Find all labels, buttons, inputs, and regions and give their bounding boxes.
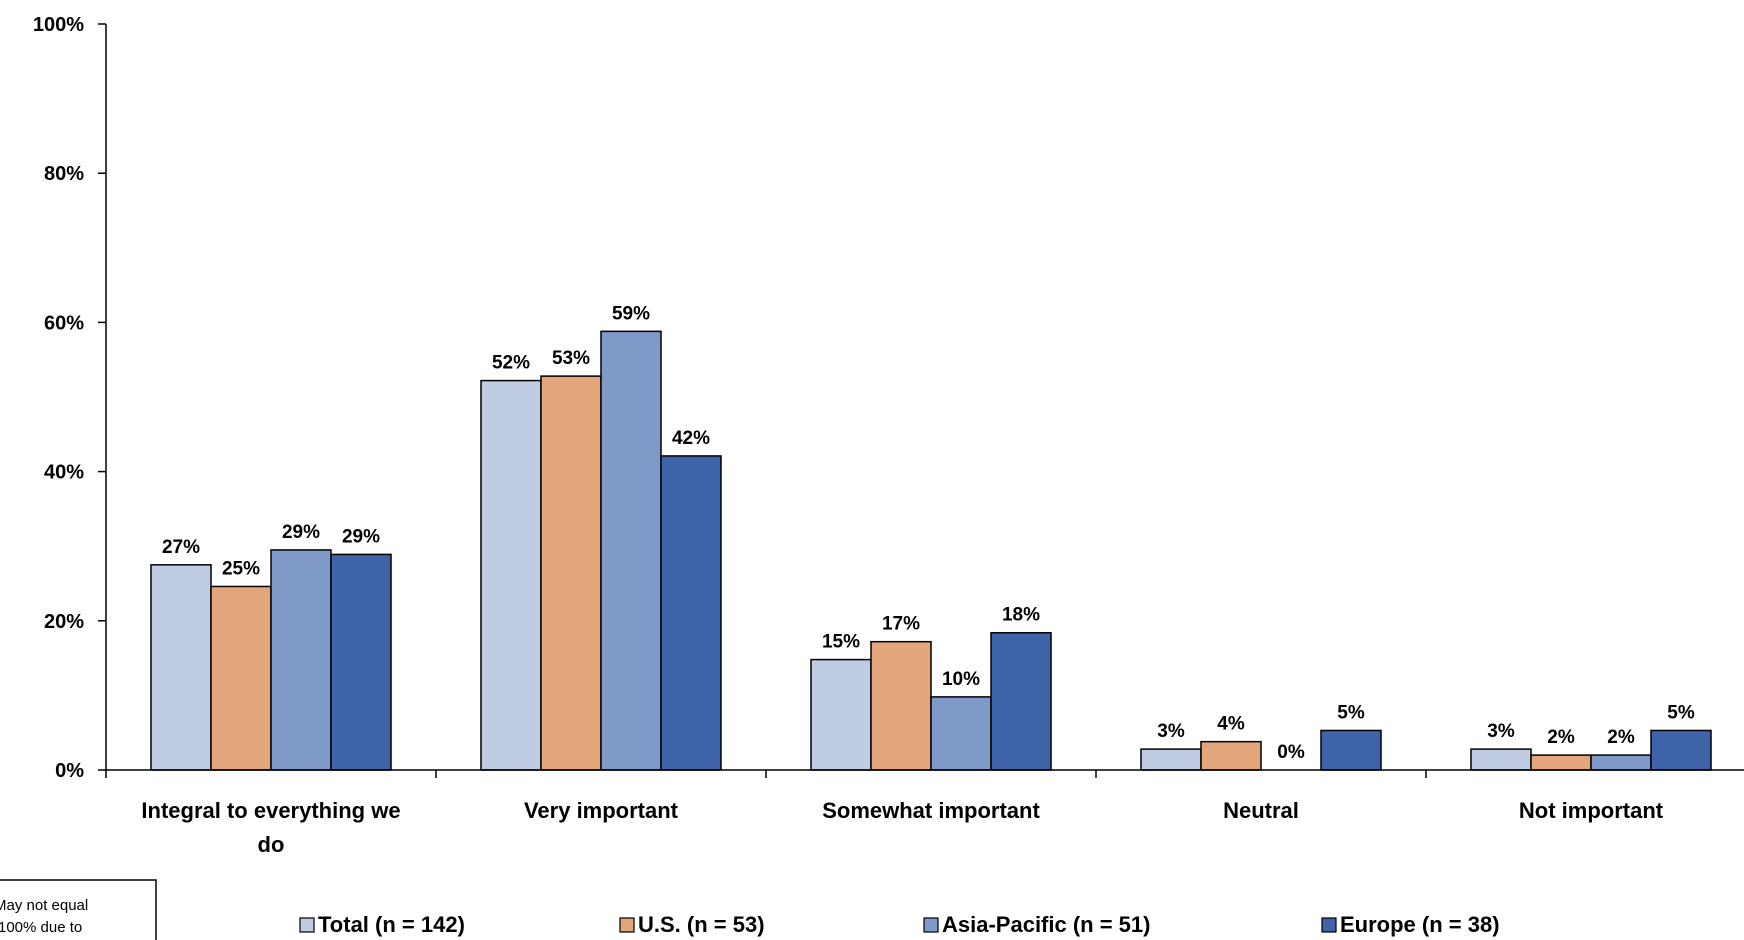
bar	[540, 375, 602, 771]
x-category-label: Not important	[1519, 798, 1664, 823]
data-label: 27%	[162, 537, 200, 558]
x-category-label: do	[258, 832, 285, 857]
bar	[330, 553, 392, 771]
legend-swatch	[299, 917, 315, 933]
bar	[1470, 748, 1532, 771]
y-tick-label: 40%	[44, 462, 84, 484]
legend: Total (n = 142) U.S. (n = 53) Asia-Pacific…	[299, 912, 1500, 937]
data-label: 29%	[282, 522, 320, 543]
bar	[480, 379, 542, 771]
bar	[270, 549, 332, 771]
data-label: 3%	[1157, 721, 1185, 742]
y-axis: 0% 20% 40% 60% 80% 100%	[33, 14, 107, 782]
bar	[870, 640, 932, 771]
x-category-label: Somewhat important	[822, 798, 1040, 823]
bar	[210, 585, 272, 771]
bar	[660, 455, 722, 771]
y-tick-label: 60%	[44, 312, 84, 334]
data-label: 15%	[822, 632, 860, 653]
data-label: 5%	[1667, 702, 1695, 723]
footnote-border	[0, 879, 157, 940]
data-label: 10%	[942, 669, 980, 690]
legend-label: Asia-Pacific (n = 51)	[942, 912, 1150, 937]
data-label: 52%	[492, 353, 530, 374]
x-category-label: Neutral	[1223, 798, 1299, 823]
bar	[930, 696, 992, 771]
bar	[1650, 729, 1712, 771]
footnote-line-2: 100% due to	[0, 919, 82, 936]
data-label: 3%	[1487, 721, 1515, 742]
bar	[600, 330, 662, 771]
y-tick-label: 20%	[44, 611, 84, 633]
y-tick-label: 0%	[55, 760, 84, 782]
data-label: 0%	[1277, 742, 1305, 763]
data-label: 17%	[882, 614, 920, 635]
data-label: 29%	[342, 526, 380, 547]
legend-swatch	[1321, 917, 1337, 933]
bar	[990, 631, 1052, 771]
legend-swatch	[619, 917, 635, 933]
legend-swatch	[923, 917, 939, 933]
legend-label: Europe (n = 38)	[1340, 912, 1500, 937]
x-category-label: Integral to everything we	[141, 798, 400, 823]
footnote-line-1: May not equal	[0, 897, 88, 914]
data-label: 18%	[1002, 605, 1040, 626]
bar	[150, 564, 212, 771]
bar	[1320, 729, 1382, 771]
bar	[1200, 740, 1262, 771]
data-label: 2%	[1607, 727, 1635, 748]
bars: 27% 25% 29% 29% 52% 53% 59% 42% 15% 17% 10% 18% 3% 4%…	[150, 303, 1712, 771]
y-tick-label: 80%	[44, 163, 84, 185]
data-label: 53%	[552, 348, 590, 369]
bar	[810, 658, 872, 771]
x-axis: Integral to everything we do Very importan…	[105, 769, 1744, 857]
legend-label: Total (n = 142)	[318, 912, 465, 937]
data-label: 59%	[612, 303, 650, 324]
data-label: 4%	[1217, 714, 1245, 735]
data-label: 42%	[672, 428, 710, 449]
y-tick-label: 100%	[33, 14, 84, 36]
x-category-label: Very important	[524, 798, 679, 823]
data-label: 25%	[222, 558, 260, 579]
footnote-box: May not equal 100% due to	[0, 879, 157, 940]
data-label: 5%	[1337, 702, 1365, 723]
data-label: 2%	[1547, 727, 1575, 748]
bar	[1530, 754, 1592, 771]
bar	[1140, 748, 1202, 771]
bar	[1590, 754, 1652, 771]
legend-label: U.S. (n = 53)	[638, 912, 765, 937]
